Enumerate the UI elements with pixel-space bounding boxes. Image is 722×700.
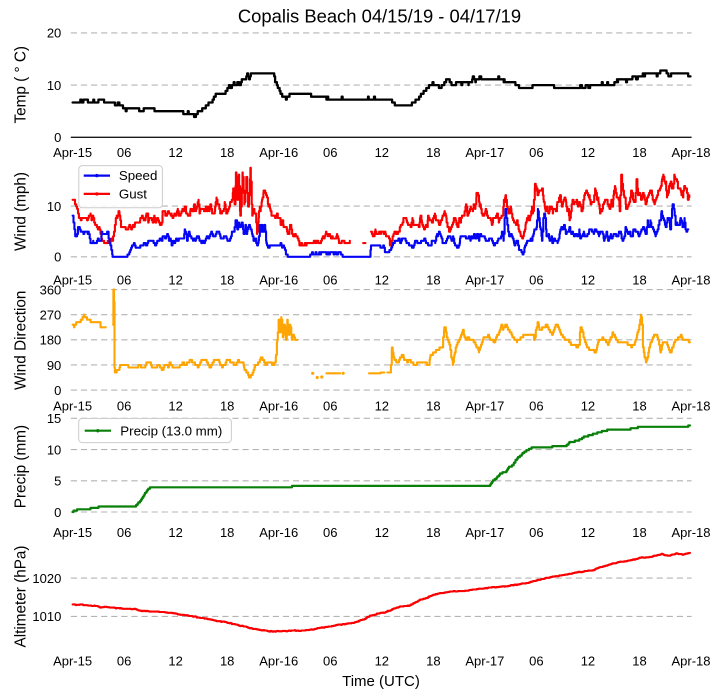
- svg-text:18: 18: [426, 273, 440, 288]
- svg-text:Speed: Speed: [119, 168, 157, 183]
- svg-text:Precip (13.0 mm): Precip (13.0 mm): [120, 423, 222, 438]
- svg-text:Wind (mph): Wind (mph): [13, 172, 30, 251]
- svg-text:Apr-17: Apr-17: [465, 145, 504, 160]
- svg-text:12: 12: [375, 525, 389, 540]
- svg-text:06: 06: [117, 273, 131, 288]
- svg-text:0: 0: [54, 250, 61, 265]
- svg-text:Copalis Beach 04/15/19 - 04/17: Copalis Beach 04/15/19 - 04/17/19: [238, 6, 521, 27]
- svg-text:12: 12: [581, 145, 595, 160]
- svg-text:Apr-18: Apr-18: [671, 654, 710, 669]
- svg-text:Precip (mm): Precip (mm): [13, 425, 30, 508]
- svg-text:12: 12: [581, 525, 595, 540]
- svg-text:06: 06: [529, 273, 543, 288]
- svg-text:18: 18: [632, 654, 646, 669]
- svg-text:18: 18: [632, 273, 646, 288]
- svg-text:06: 06: [323, 654, 337, 669]
- svg-text:12: 12: [168, 398, 182, 413]
- svg-text:18: 18: [632, 398, 646, 413]
- svg-text:12: 12: [375, 273, 389, 288]
- svg-text:06: 06: [117, 525, 131, 540]
- svg-text:06: 06: [323, 273, 337, 288]
- svg-text:12: 12: [168, 273, 182, 288]
- svg-text:06: 06: [323, 145, 337, 160]
- svg-text:Apr-15: Apr-15: [53, 145, 92, 160]
- svg-text:12: 12: [375, 398, 389, 413]
- svg-text:18: 18: [220, 525, 234, 540]
- svg-text:Apr-16: Apr-16: [259, 654, 298, 669]
- svg-text:90: 90: [47, 358, 61, 373]
- svg-text:12: 12: [168, 145, 182, 160]
- svg-text:Gust: Gust: [119, 187, 147, 202]
- svg-text:Apr-15: Apr-15: [53, 525, 92, 540]
- svg-text:18: 18: [220, 398, 234, 413]
- svg-text:Apr-15: Apr-15: [53, 654, 92, 669]
- svg-text:06: 06: [117, 145, 131, 160]
- svg-text:Apr-17: Apr-17: [465, 525, 504, 540]
- svg-text:Apr-17: Apr-17: [465, 398, 504, 413]
- svg-text:06: 06: [529, 398, 543, 413]
- svg-text:Apr-16: Apr-16: [259, 273, 298, 288]
- svg-text:360: 360: [40, 282, 62, 297]
- svg-text:1020: 1020: [32, 571, 61, 586]
- svg-text:18: 18: [426, 654, 440, 669]
- svg-text:Altimeter (hPa): Altimeter (hPa): [13, 545, 30, 647]
- svg-text:06: 06: [117, 654, 131, 669]
- svg-text:270: 270: [40, 307, 62, 322]
- svg-text:Temp ( ° C): Temp ( ° C): [13, 46, 30, 124]
- svg-text:12: 12: [375, 145, 389, 160]
- svg-text:Apr-17: Apr-17: [465, 273, 504, 288]
- svg-text:Apr-16: Apr-16: [259, 525, 298, 540]
- svg-text:0: 0: [54, 383, 61, 398]
- svg-text:0: 0: [54, 130, 61, 145]
- svg-text:180: 180: [40, 333, 62, 348]
- svg-text:Apr-17: Apr-17: [465, 654, 504, 669]
- svg-text:10: 10: [47, 442, 61, 457]
- svg-text:18: 18: [632, 145, 646, 160]
- svg-text:18: 18: [220, 273, 234, 288]
- svg-text:12: 12: [581, 398, 595, 413]
- svg-text:12: 12: [375, 654, 389, 669]
- svg-text:06: 06: [117, 398, 131, 413]
- svg-text:Apr-16: Apr-16: [259, 145, 298, 160]
- svg-text:Apr-16: Apr-16: [259, 398, 298, 413]
- svg-text:Apr-18: Apr-18: [671, 398, 710, 413]
- svg-text:12: 12: [168, 525, 182, 540]
- svg-text:06: 06: [323, 398, 337, 413]
- svg-text:18: 18: [220, 654, 234, 669]
- svg-text:06: 06: [529, 654, 543, 669]
- svg-text:06: 06: [323, 525, 337, 540]
- svg-text:06: 06: [529, 145, 543, 160]
- svg-text:0: 0: [54, 505, 61, 520]
- svg-text:12: 12: [581, 654, 595, 669]
- svg-text:15: 15: [47, 411, 61, 426]
- svg-text:Apr-18: Apr-18: [671, 525, 710, 540]
- svg-text:20: 20: [47, 26, 61, 41]
- svg-text:10: 10: [47, 78, 61, 93]
- svg-text:5: 5: [54, 474, 61, 489]
- svg-text:Apr-15: Apr-15: [53, 273, 92, 288]
- svg-text:18: 18: [426, 525, 440, 540]
- svg-text:Time (UTC): Time (UTC): [342, 673, 420, 690]
- svg-text:18: 18: [426, 398, 440, 413]
- svg-text:Apr-18: Apr-18: [671, 145, 710, 160]
- svg-text:12: 12: [581, 273, 595, 288]
- svg-text:18: 18: [632, 525, 646, 540]
- svg-text:12: 12: [168, 654, 182, 669]
- svg-text:1010: 1010: [32, 609, 61, 624]
- svg-text:18: 18: [220, 145, 234, 160]
- svg-text:Apr-18: Apr-18: [671, 273, 710, 288]
- svg-text:Wind Direction: Wind Direction: [13, 291, 30, 390]
- svg-text:18: 18: [426, 145, 440, 160]
- svg-text:10: 10: [47, 199, 61, 214]
- svg-text:06: 06: [529, 525, 543, 540]
- svg-text:Apr-15: Apr-15: [53, 398, 92, 413]
